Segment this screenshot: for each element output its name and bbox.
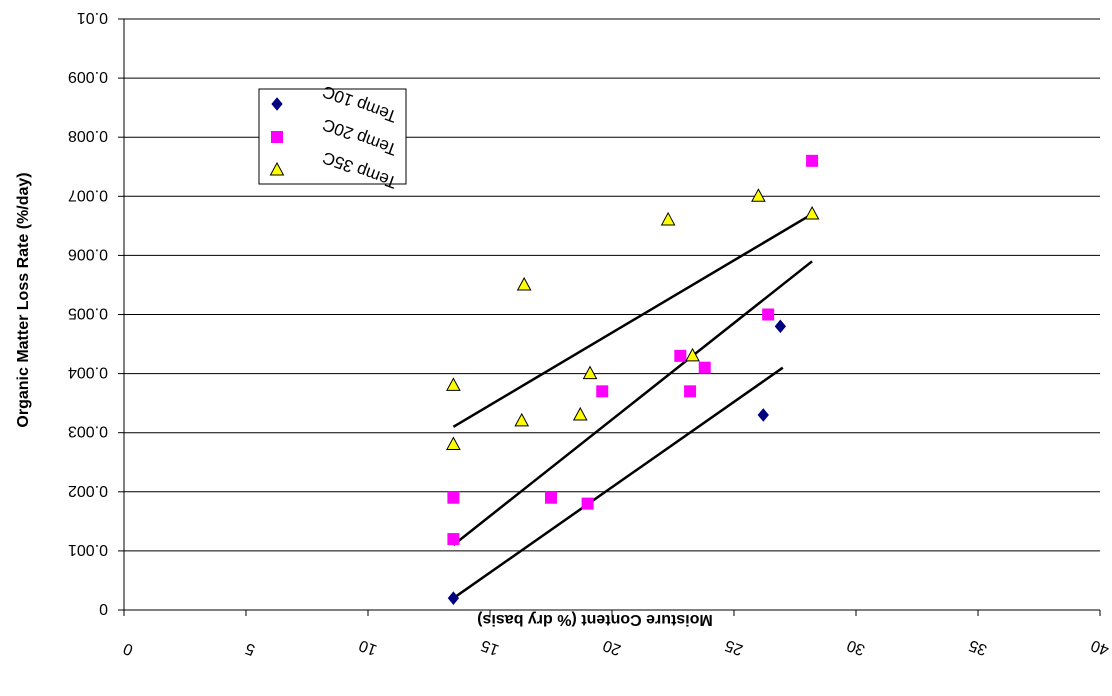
point-temp-20c xyxy=(596,385,609,398)
point-temp-10c xyxy=(757,408,769,422)
trendlines xyxy=(452,212,813,600)
y-tick-labels: 0 0.001 0.002 0.003 0.004 0.005 0.006 0.007 0.00… xyxy=(68,9,108,617)
x-tick-labels: 0 5 10 15 20 25 30 35 40 xyxy=(121,636,1111,658)
x-tick-label: 0 xyxy=(121,639,135,658)
y-tick-label: 0.006 xyxy=(68,245,108,262)
point-temp-35c xyxy=(446,436,461,451)
gridlines xyxy=(124,18,1100,552)
x-tick-label: 25 xyxy=(723,636,746,658)
point-temp-20c xyxy=(698,361,711,374)
y-tick-label: 0.004 xyxy=(68,364,108,381)
point-temp-20c xyxy=(684,385,697,398)
legend-marker-temp-10c xyxy=(271,97,283,111)
x-tick-label: 10 xyxy=(357,636,380,658)
y-tick-label: 0.002 xyxy=(68,482,108,499)
legend-marker-temp-35c xyxy=(269,161,285,176)
point-temp-35c xyxy=(685,347,700,362)
y-tick-label: 0 xyxy=(99,600,108,617)
point-temp-35c xyxy=(572,406,588,421)
x-tick-label: 20 xyxy=(601,636,624,658)
x-tick-label: 40 xyxy=(1089,636,1112,658)
point-temp-35c xyxy=(660,211,676,226)
point-temp-35c xyxy=(516,276,532,291)
point-temp-20c xyxy=(806,154,819,167)
y-tick-label: 0.003 xyxy=(68,423,108,440)
point-temp-20c xyxy=(762,308,775,321)
point-temp-20c xyxy=(447,533,460,546)
point-temp-35c xyxy=(514,412,530,427)
y-tick-label: 0.008 xyxy=(68,127,108,144)
point-temp-20c xyxy=(674,349,687,362)
legend-marker-temp-20c xyxy=(271,131,283,143)
trendline-temp-10c xyxy=(452,366,784,600)
x-tick-label: 30 xyxy=(845,636,868,658)
point-temp-35c xyxy=(446,377,461,391)
trendline-temp-20c xyxy=(452,260,813,546)
x-tick-label: 5 xyxy=(243,639,257,658)
y-axis-title: Organic Matter Loss Rate (%/day) xyxy=(15,172,32,427)
point-temp-35c xyxy=(582,365,598,380)
x-tick-label: 35 xyxy=(967,636,990,658)
point-temp-10c xyxy=(774,319,787,334)
y-tick-label: 0.009 xyxy=(68,68,108,85)
y-tick-label: 0.005 xyxy=(68,305,108,322)
x-tick-label: 15 xyxy=(479,636,502,658)
point-temp-20c xyxy=(447,491,460,504)
point-temp-20c xyxy=(545,491,557,504)
x-axis-title: Moisture Content (% dry basis) xyxy=(477,611,713,628)
axes xyxy=(118,18,1101,616)
y-tick-label: 0.01 xyxy=(77,9,108,26)
y-tick-label: 0.001 xyxy=(68,541,108,558)
y-tick-label: 0.007 xyxy=(68,186,108,203)
point-temp-10c xyxy=(447,591,460,605)
trendline-temp-35c xyxy=(452,212,813,428)
point-temp-35c xyxy=(751,188,766,202)
point-temp-20c xyxy=(581,497,594,510)
data-points xyxy=(446,154,820,605)
legend-box xyxy=(258,88,407,185)
point-temp-35c xyxy=(804,205,820,220)
